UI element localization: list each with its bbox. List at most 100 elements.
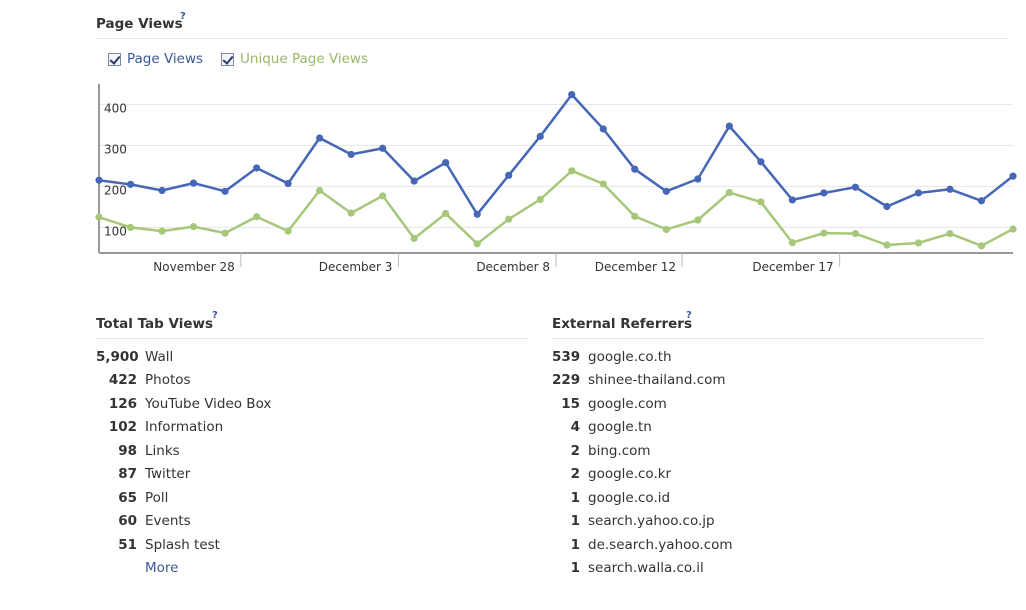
referrer-row-name: google.co.kr (588, 466, 672, 483)
unique-page-views-line (98, 169, 1014, 248)
tab-view-row: 126 YouTube Video Box (96, 392, 272, 416)
x-tick-label: December 17 (752, 260, 833, 274)
referrer-row-count: 2 (570, 466, 580, 483)
tab-view-row: 422 Photos (96, 369, 271, 393)
tab-view-row: 51 Splash test (96, 533, 271, 557)
tab-views-help-link[interactable]: ? (212, 310, 218, 321)
referrer-row: 1 de.search.yahoo.com (552, 533, 733, 557)
tab-views-list: 5,900 Wall 422 Photos 126 YouTube Video Box 10… (96, 345, 271, 580)
unique-page-views-point (977, 242, 986, 250)
legend-unique-page-views-label: Unique Page Views (240, 51, 369, 67)
x-tick-label: December 12 (595, 260, 676, 274)
page-views-checkbox[interactable] (108, 52, 121, 66)
unique-page-views-point (505, 215, 513, 223)
legend-unique-page-views[interactable]: Unique Page Views (221, 51, 368, 67)
unique-page-views-point (252, 213, 261, 221)
page-views-point (442, 159, 450, 167)
legend-page-views[interactable]: Page Views (108, 51, 203, 67)
page-views-point (95, 176, 103, 184)
tab-view-row-count: 51 (118, 536, 137, 553)
unique-page-views-point (221, 229, 229, 237)
tab-views-divider (96, 338, 528, 339)
referrer-row: 1 google.co.id (552, 486, 733, 510)
chart-legend: Page Views Unique Page Views (108, 51, 368, 67)
page-views-point (725, 122, 733, 130)
page-views-divider (96, 38, 1008, 39)
unique-page-views-point (662, 225, 670, 234)
y-tick-label: 400 (104, 101, 127, 115)
tab-view-row-name: Splash test (145, 536, 220, 553)
page-views-point (316, 134, 324, 142)
referrer-row: 4 google.tn (552, 416, 733, 440)
unique-page-views-checkbox[interactable] (221, 52, 235, 66)
referrer-row: 1 search.yahoo.co.jp (552, 510, 733, 534)
referrer-row: 1 search.walla.co.il (552, 557, 733, 581)
unique-page-views-point (725, 188, 733, 197)
referrer-row: 15 google.com (552, 392, 733, 416)
page-views-chart: 100 200 300 400 November 28 December 3 Decemb… (95, 84, 1017, 274)
page-views-point (221, 187, 229, 195)
unique-page-views-point (568, 167, 576, 175)
unique-page-views-point (473, 240, 481, 248)
page-views-point (788, 196, 796, 204)
referrers-help-link[interactable]: ? (686, 310, 692, 321)
referrer-row-count: 539 (552, 348, 581, 365)
unique-page-views-point (883, 241, 891, 249)
page-views-point (1009, 172, 1017, 180)
tab-view-row-count: 98 (118, 442, 137, 459)
legend-page-views-label: Page Views (127, 51, 204, 67)
page-views-point (883, 202, 891, 211)
referrer-row-name: de.search.yahoo.com (588, 536, 733, 553)
unique-page-views-point (379, 192, 387, 200)
unique-page-views-point (536, 195, 544, 204)
referrer-row-count: 1 (570, 513, 580, 530)
page-views-point (694, 175, 702, 183)
tab-view-row: 5,900 Wall (96, 345, 271, 369)
tab-view-row-name: Information (145, 419, 224, 436)
unique-page-views-point (347, 209, 355, 217)
unique-page-views-point (631, 212, 639, 220)
tab-view-row-count: 126 (108, 395, 137, 412)
referrer-row-name: google.com (588, 395, 667, 412)
referrer-row-name: google.co.th (588, 348, 672, 365)
referrer-row: 539 google.co.th (552, 345, 733, 369)
tab-view-row: 102 Information (96, 416, 271, 440)
unique-page-views-point (442, 209, 450, 218)
y-tick-label: 300 (104, 142, 127, 156)
tab-view-row-count: 65 (118, 489, 137, 506)
unique-page-views-point (158, 227, 166, 235)
referrer-row: 2 google.co.kr (552, 463, 733, 487)
more-link[interactable]: More (145, 560, 179, 577)
tab-view-row-name: Photos (145, 372, 191, 389)
unique-page-views-point (757, 198, 765, 206)
unique-page-views-point (694, 216, 702, 224)
referrer-row-count: 229 (552, 372, 581, 389)
unique-page-views-point (316, 186, 324, 195)
referrer-row-name: bing.com (588, 442, 651, 459)
page-views-point (410, 177, 418, 185)
tab-view-row-name: YouTube Video Box (145, 395, 272, 412)
y-tick-label: 100 (104, 224, 127, 238)
page-views-point (189, 179, 198, 187)
tab-views-title: Total Tab Views (96, 316, 214, 332)
page-views-title: Page Views (96, 16, 183, 32)
referrer-row-name: google.tn (588, 419, 652, 436)
tab-view-row: 87 Twitter (96, 463, 271, 487)
page-views-point (631, 165, 639, 173)
page-views-point (662, 187, 670, 195)
page-views-point (379, 144, 387, 152)
page-views-point (820, 189, 828, 197)
referrer-row-count: 15 (561, 395, 580, 412)
unique-page-views-point (946, 229, 954, 238)
unique-page-views-point (851, 229, 860, 238)
page-views-help-link[interactable]: ? (180, 11, 186, 22)
unique-page-views-point (126, 223, 135, 231)
referrer-row-name: shinee-thailand.com (588, 372, 726, 389)
unique-page-views-point (820, 229, 828, 237)
tab-view-row-name: Links (145, 442, 180, 459)
referrer-row-name: search.yahoo.co.jp (588, 513, 715, 530)
page-views-point (914, 189, 923, 197)
page-views-point (568, 90, 576, 99)
referrer-row: 2 bing.com (552, 439, 733, 463)
page-views-point (126, 180, 135, 188)
